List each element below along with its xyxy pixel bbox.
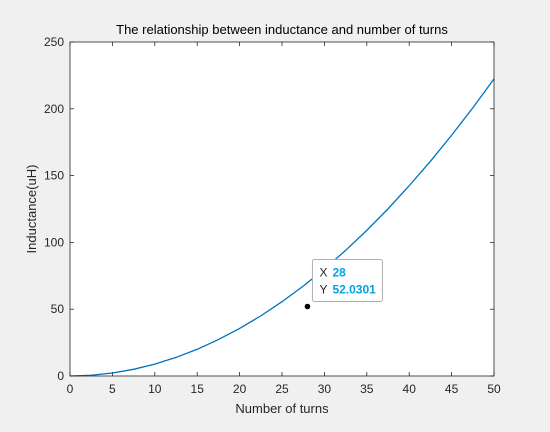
- x-tick-label: 5: [109, 382, 116, 396]
- datatip-box: [311, 258, 383, 302]
- axes-background: [70, 42, 494, 376]
- x-tick-label: 15: [191, 382, 205, 396]
- y-tick-label: 50: [51, 302, 65, 316]
- datatip-x-value: 28: [332, 265, 346, 279]
- y-tick-label: 150: [44, 169, 64, 183]
- datatip[interactable]: X 28 Y 52.0301: [304, 258, 383, 310]
- x-tick-label: 30: [318, 382, 332, 396]
- y-axis-label: Inductance(uH): [24, 165, 39, 254]
- x-tick-label: 45: [445, 382, 459, 396]
- y-tick-label: 100: [44, 235, 64, 249]
- x-tick-label: 0: [67, 382, 74, 396]
- y-tick-label: 0: [57, 369, 64, 383]
- datatip-y-label: Y: [319, 282, 327, 296]
- x-tick-label: 10: [148, 382, 162, 396]
- series-line: [69, 78, 495, 377]
- x-tick-label: 50: [487, 382, 501, 396]
- y-axis-ticks: 0 50 100 150 200 250: [44, 35, 494, 383]
- axes-box: [69, 41, 495, 377]
- chart-title: The relationship between inductance and …: [116, 22, 448, 37]
- x-tick-label: 20: [233, 382, 247, 396]
- datatip-y-value: 52.0301: [332, 282, 376, 296]
- x-tick-label: 25: [275, 382, 289, 396]
- datatip-marker: [304, 303, 311, 310]
- x-axis-ticks: 0 5 10 15 20 25 30 35 40 45 50: [67, 42, 501, 396]
- datatip-x-label: X: [319, 265, 327, 279]
- y-tick-label: 200: [44, 102, 64, 116]
- y-tick-label: 250: [44, 35, 64, 49]
- x-tick-label: 35: [360, 382, 374, 396]
- x-tick-label: 40: [403, 382, 417, 396]
- x-axis-label: Number of turns: [235, 401, 329, 416]
